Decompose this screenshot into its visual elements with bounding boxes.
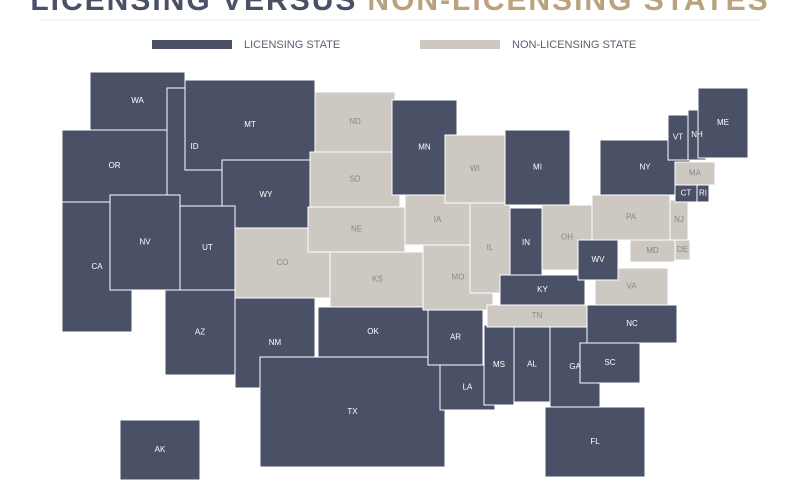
state bbox=[513, 326, 551, 403]
state-label: KY bbox=[537, 285, 548, 294]
state bbox=[329, 251, 426, 308]
state bbox=[309, 151, 401, 208]
state-label: SD bbox=[349, 175, 360, 184]
state-label: ME bbox=[717, 118, 729, 127]
state-label: ID bbox=[191, 142, 199, 151]
state-label: ND bbox=[349, 117, 361, 126]
state-label: LA bbox=[463, 383, 473, 392]
legend-label: NON-LICENSING STATE bbox=[512, 39, 636, 51]
state-label: MN bbox=[418, 143, 431, 152]
title-part: NON-LICENSING STATES bbox=[367, 0, 769, 17]
state-label: GA bbox=[569, 362, 581, 371]
state-label: CO bbox=[277, 258, 289, 267]
state-label: MS bbox=[493, 360, 505, 369]
state bbox=[164, 289, 236, 376]
state bbox=[579, 342, 641, 384]
state-label: SC bbox=[604, 358, 615, 367]
state-label: WY bbox=[260, 190, 274, 199]
state-label: AZ bbox=[195, 328, 205, 337]
state-label: UT bbox=[202, 243, 213, 252]
state-label: FL bbox=[590, 437, 600, 446]
state-label: VA bbox=[626, 282, 637, 291]
state-label: OR bbox=[109, 161, 121, 170]
state-label: AL bbox=[527, 360, 537, 369]
state-label: IL bbox=[487, 243, 494, 252]
state bbox=[544, 406, 646, 478]
state bbox=[577, 239, 619, 281]
state-label: KS bbox=[372, 275, 383, 284]
state bbox=[259, 356, 446, 468]
state-label: NJ bbox=[674, 215, 684, 224]
state bbox=[591, 194, 671, 241]
state bbox=[509, 207, 543, 279]
state-label: NV bbox=[139, 238, 151, 247]
state bbox=[629, 239, 676, 263]
state-label: TN bbox=[532, 311, 543, 320]
state-label: MD bbox=[646, 246, 659, 255]
state-label: NH bbox=[691, 130, 703, 139]
state-label: WV bbox=[592, 255, 606, 264]
state bbox=[696, 184, 710, 203]
state bbox=[314, 91, 396, 153]
title-part: LICENSING VERSUS bbox=[30, 0, 357, 17]
state-label: MA bbox=[689, 169, 702, 178]
state-label: CT bbox=[681, 189, 692, 198]
state-label: AR bbox=[450, 333, 461, 342]
state-label: PA bbox=[626, 213, 637, 222]
state bbox=[697, 87, 749, 159]
state-label: NY bbox=[639, 163, 651, 172]
state bbox=[594, 267, 669, 306]
legend-label: LICENSING STATE bbox=[244, 39, 340, 51]
state bbox=[119, 419, 201, 481]
state-label: NM bbox=[269, 338, 282, 347]
legend-swatch bbox=[420, 40, 500, 49]
state-label: IA bbox=[434, 215, 442, 224]
state-label: OH bbox=[561, 233, 573, 242]
state bbox=[499, 274, 586, 306]
state-label: NE bbox=[351, 225, 362, 234]
state-label: CA bbox=[91, 262, 103, 271]
state-label: NC bbox=[626, 319, 638, 328]
title: LICENSING VERSUS NON-LICENSING STATES bbox=[30, 0, 769, 17]
state-label: MI bbox=[533, 163, 542, 172]
state-label: DE bbox=[677, 245, 688, 254]
legend: LICENSING STATE NON-LICENSING STATE bbox=[152, 39, 636, 51]
state-label: MO bbox=[452, 273, 465, 282]
state-label: MT bbox=[244, 120, 256, 129]
state-label: VT bbox=[673, 133, 683, 142]
legend-swatch bbox=[152, 40, 232, 49]
state-label: RI bbox=[699, 189, 707, 198]
us-map: WA OR ID MT WY CA NV UT CO AZ NM ND SD NE KS OK TX MN IA MO… bbox=[61, 71, 749, 481]
state-label: IN bbox=[522, 238, 530, 247]
state-label: WA bbox=[131, 96, 144, 105]
state bbox=[504, 129, 571, 206]
state-label: OK bbox=[367, 327, 379, 336]
state bbox=[586, 304, 678, 344]
state bbox=[61, 129, 168, 203]
state-label: WI bbox=[470, 164, 480, 173]
state bbox=[307, 206, 406, 253]
state-label: TX bbox=[347, 407, 358, 416]
state-label: AK bbox=[155, 445, 166, 454]
